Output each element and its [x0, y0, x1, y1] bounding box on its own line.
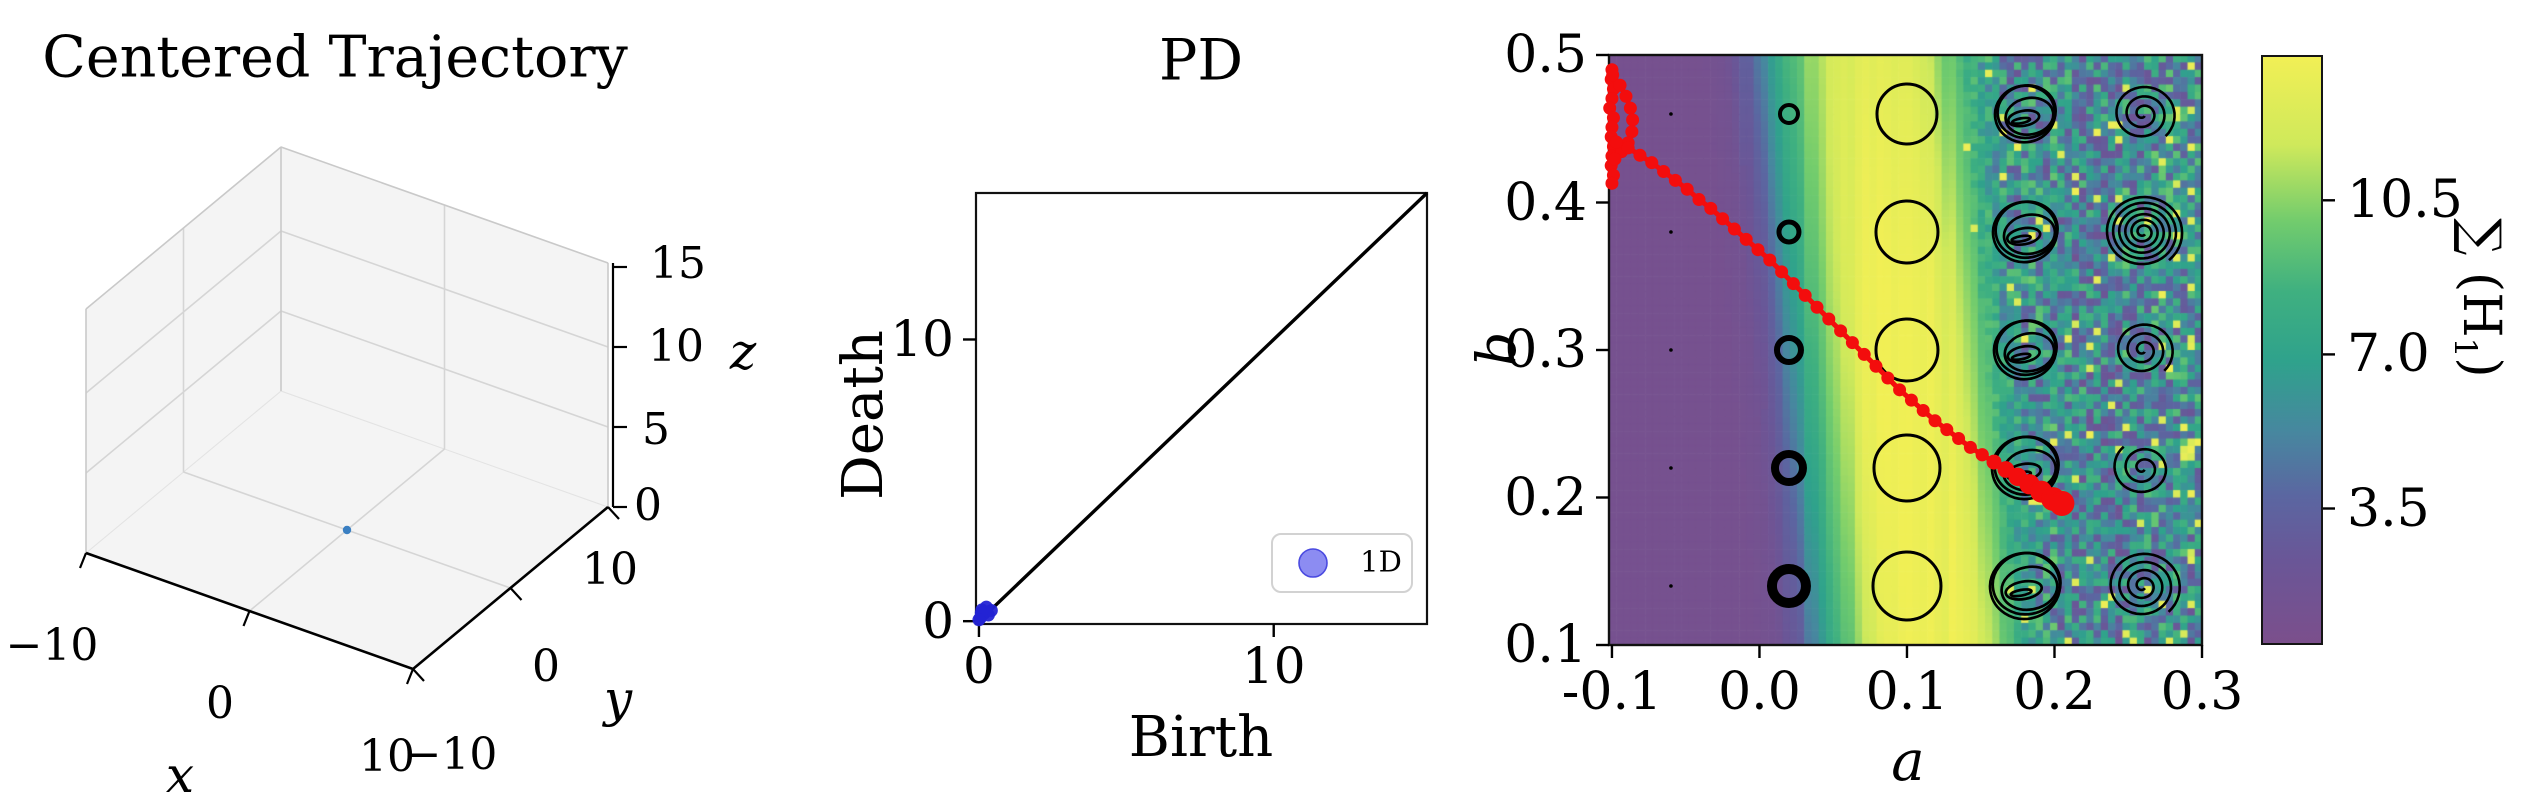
trajectory-dot — [1975, 448, 1989, 462]
gridline — [85, 310, 282, 474]
attractor-ring — [1770, 450, 1807, 486]
attractor-spiral — [2105, 195, 2184, 266]
pane-edge — [280, 146, 609, 264]
trajectory-dot — [1940, 423, 1954, 437]
trajectory-dot — [1633, 148, 1647, 162]
trajectory-dot — [1857, 347, 1871, 361]
trajectory-dot — [1986, 454, 2002, 470]
attractor-multiloop — [1988, 551, 2062, 621]
trajectory-dot — [1613, 78, 1627, 92]
y-tick — [509, 587, 523, 601]
attractor-spiral — [2113, 445, 2168, 494]
pd-diagonal — [974, 191, 1429, 626]
trajectory-dot — [1763, 253, 1777, 267]
trajectory-dot — [1845, 336, 1859, 350]
trajectory-dot — [1916, 403, 1930, 417]
trajectory-dot — [1621, 141, 1635, 155]
trajectory-dot — [1625, 125, 1639, 139]
attractor-spiral — [2109, 552, 2181, 616]
attractor-ring — [1773, 335, 1804, 365]
trajectory-dot — [1608, 152, 1622, 166]
attractor-multiloop — [1993, 84, 2057, 144]
attractor-ring — [1777, 103, 1800, 125]
heatmap-image — [1609, 55, 2202, 645]
trajectory-dot — [1904, 393, 1918, 407]
trajectory-dot — [1692, 193, 1706, 207]
attractor-cycle — [1871, 550, 1943, 622]
attractor-spiral — [2116, 323, 2174, 373]
attractor-point — [1669, 112, 1673, 116]
trajectory-dot — [1609, 135, 1623, 149]
trajectory-dot — [1928, 414, 1942, 428]
trajectory-dot — [1893, 383, 1907, 397]
trajectory-dot — [1716, 212, 1730, 226]
trajectory-line — [1615, 139, 2064, 506]
pd-frame — [974, 191, 1429, 626]
trajectory-dot — [1834, 324, 1848, 338]
legend-box — [1271, 533, 1413, 593]
trajectory-dot — [1727, 222, 1741, 236]
trajectory-dot — [2049, 490, 2075, 516]
attractor-ring — [1776, 219, 1802, 245]
x-tick — [242, 610, 251, 627]
trajectory-dot — [1704, 201, 1718, 215]
trajectory-point — [342, 525, 352, 535]
panel-heatmap — [1596, 53, 2204, 658]
attractor-multiloop — [1991, 200, 2059, 264]
trajectory-dot — [1605, 176, 1619, 190]
trajectory-dot — [1822, 312, 1836, 326]
attractor-point — [1669, 584, 1673, 588]
x-tick — [405, 668, 415, 685]
trajectory-dot — [1963, 440, 1977, 454]
attractor-spiral — [2115, 85, 2176, 138]
x-tick — [78, 552, 88, 569]
pd-point — [972, 613, 986, 627]
trajectory-dot — [1775, 265, 1789, 279]
trajectory-dot — [1952, 432, 1966, 445]
y-tick — [607, 506, 620, 520]
trajectory-dot — [1657, 165, 1671, 179]
attractor-point — [1669, 348, 1673, 352]
gridline — [280, 230, 609, 348]
attractor-cycle — [1872, 433, 1942, 503]
trajectory-dot — [1680, 182, 1694, 196]
panel-pd — [963, 191, 1429, 637]
trajectory-dot — [1619, 89, 1633, 103]
panel-trajectory3d — [78, 145, 627, 685]
attractor-point — [1669, 466, 1673, 470]
attractor-point — [1669, 230, 1673, 234]
trajectory-dot — [1751, 243, 1765, 257]
trajectory-dot — [1739, 232, 1753, 246]
y-tick — [412, 668, 425, 682]
trajectory-dot — [1810, 300, 1824, 314]
trajectory-dot — [1869, 359, 1883, 373]
trajectory-dot — [1668, 173, 1682, 187]
trajectory-dot — [1626, 113, 1640, 127]
trajectory-dot — [1623, 101, 1637, 115]
attractor-multiloop — [1992, 319, 2058, 381]
attractor-ring — [1766, 564, 1811, 608]
attractor-cycle — [1875, 82, 1939, 146]
trajectory-dot — [1606, 68, 1620, 82]
legend-marker — [1298, 548, 1328, 578]
gridline — [85, 230, 282, 394]
trajectory-dot — [1881, 371, 1895, 385]
bifurcation-trajectory — [1603, 63, 2075, 516]
colorbar — [2261, 55, 2323, 645]
attractor-cycle — [1874, 199, 1940, 265]
pane-edge — [85, 146, 282, 310]
attractor-cycle — [1874, 317, 1940, 383]
trajectory-dot — [1605, 120, 1619, 134]
trajectory-dot — [1786, 277, 1800, 291]
trajectory-dot — [1606, 111, 1620, 125]
trajectory-dot — [1645, 156, 1659, 170]
trajectory-dot — [1798, 288, 1812, 302]
gridline — [280, 310, 609, 428]
